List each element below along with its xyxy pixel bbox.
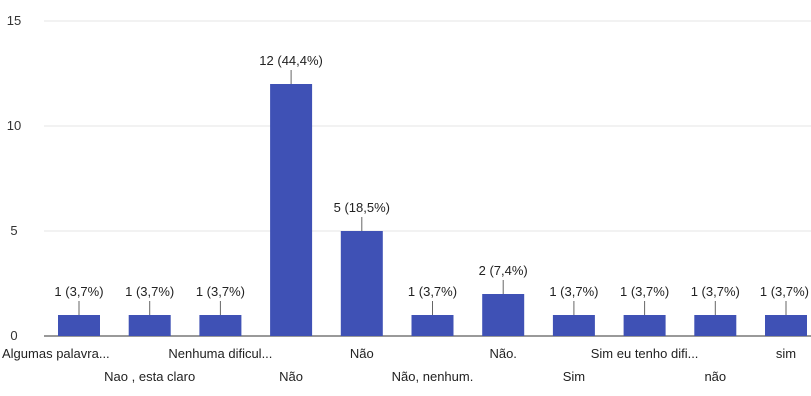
data-label: 1 (3,7%) [760, 284, 809, 299]
y-tick-label: 15 [7, 13, 21, 28]
data-label: 2 (7,4%) [479, 263, 528, 278]
category-label: Nao , esta claro [104, 369, 195, 384]
bar [765, 315, 807, 336]
category-label: não [704, 369, 726, 384]
bar [58, 315, 100, 336]
bars [58, 84, 807, 336]
data-label: 12 (44,4%) [259, 53, 323, 68]
data-label: 1 (3,7%) [125, 284, 174, 299]
category-label: Algumas palavra... [2, 346, 110, 361]
y-axis-ticks: 0 5 10 15 [7, 13, 21, 343]
bar [270, 84, 313, 336]
bar [694, 315, 737, 336]
y-tick-label: 0 [10, 328, 17, 343]
data-labels: 1 (3,7%) 1 (3,7%) 1 (3,7%) 12 (44,4%) 5 (18,… [54, 53, 809, 315]
category-label: Não, nenhum. [392, 369, 474, 384]
data-label: 1 (3,7%) [196, 284, 245, 299]
category-label: Sim eu tenho difi... [591, 346, 699, 361]
bar [623, 315, 666, 336]
category-labels: Algumas palavra... Nao , esta claro Nenhum… [2, 346, 796, 384]
bar [340, 231, 383, 336]
category-label: sim [776, 346, 796, 361]
bar [411, 315, 454, 336]
bar [199, 315, 242, 336]
bar [482, 294, 525, 336]
category-label: Não [279, 369, 303, 384]
bar [552, 315, 595, 336]
y-tick-label: 5 [10, 223, 17, 238]
data-label: 1 (3,7%) [620, 284, 669, 299]
category-label: Não [350, 346, 374, 361]
bar [128, 315, 171, 336]
category-label: Nenhuma dificul... [168, 346, 272, 361]
data-label: 1 (3,7%) [54, 284, 103, 299]
data-label: 1 (3,7%) [549, 284, 598, 299]
category-label: Não. [489, 346, 516, 361]
y-tick-label: 10 [7, 118, 21, 133]
data-label: 1 (3,7%) [691, 284, 740, 299]
data-label: 1 (3,7%) [408, 284, 457, 299]
data-label: 5 (18,5%) [334, 200, 390, 215]
category-label: Sim [563, 369, 585, 384]
